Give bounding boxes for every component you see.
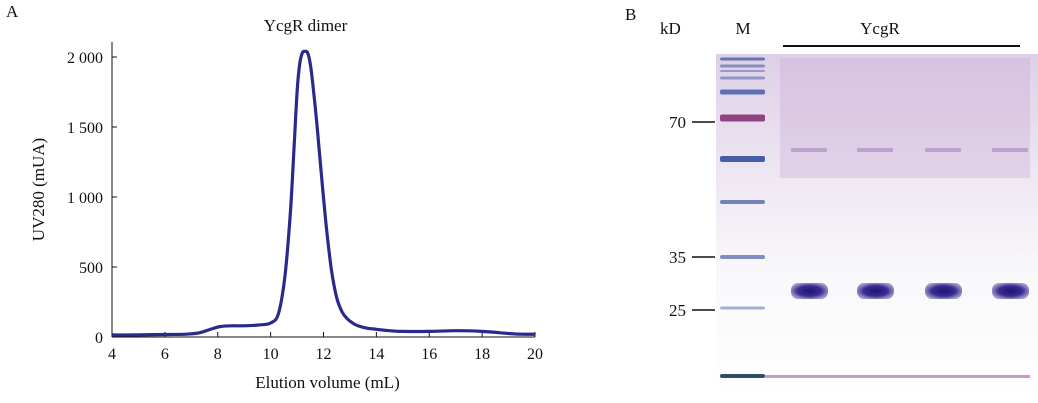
y-tick-label: 0 — [95, 330, 103, 347]
marker-band — [720, 64, 765, 68]
marker-band — [720, 200, 765, 204]
y-tick-label: 1 500 — [67, 120, 103, 137]
ycgr-band-lane-2 — [857, 283, 894, 299]
marker-band — [720, 89, 765, 95]
mw-label: 35 — [669, 248, 686, 267]
marker-lane-label: M — [735, 19, 750, 38]
faint-band-lane-2 — [857, 148, 893, 152]
ycgr-band-lane-1 — [791, 283, 828, 299]
kd-unit-label: kD — [660, 19, 681, 38]
x-tick-label: 16 — [421, 346, 437, 363]
marker-band — [720, 76, 765, 80]
x-tick-label: 4 — [108, 346, 116, 363]
marker-band — [720, 255, 765, 259]
marker-band — [720, 57, 765, 61]
sample-lanes-label: YcgR — [860, 19, 900, 38]
chromatogram-chart: 4 6 8 10 12 14 16 18 20 0 500 1 000 1 500 2 000 YcgR d… — [29, 16, 543, 392]
x-tick-label: 20 — [527, 346, 543, 363]
chart-title: YcgR dimer — [264, 16, 348, 35]
x-tick-label: 8 — [214, 346, 222, 363]
x-tick-label: 14 — [368, 346, 384, 363]
y-tick-label: 2 000 — [67, 50, 103, 67]
faint-band-lane-4 — [992, 148, 1028, 152]
marker-band — [720, 306, 765, 310]
x-axis-label: Elution volume (mL) — [255, 373, 399, 392]
x-tick-label: 12 — [316, 346, 332, 363]
ycgr-band-lane-3 — [925, 283, 962, 299]
ycgr-band-lane-4 — [992, 283, 1029, 299]
mw-label: 25 — [669, 301, 686, 320]
panel-label-a: A — [6, 2, 19, 21]
marker-band — [720, 70, 765, 72]
x-tick-label: 6 — [161, 346, 169, 363]
gel-background — [716, 54, 1038, 394]
marker-band — [720, 114, 765, 122]
dye-front-line — [765, 375, 1030, 378]
marker-band — [720, 374, 765, 378]
y-tick-label: 1 000 — [67, 190, 103, 207]
sds-page-gel: kD M YcgR 70 35 25 — [660, 19, 1038, 394]
series-line-0 — [111, 49, 536, 337]
sample-smear — [780, 58, 1030, 178]
marker-band — [720, 156, 765, 162]
faint-band-lane-3 — [925, 148, 961, 152]
x-tick-label: 10 — [263, 346, 279, 363]
mw-label: 70 — [669, 113, 686, 132]
panel-label-b: B — [625, 5, 637, 24]
faint-band-lane-1 — [791, 148, 827, 152]
y-axis-label: UV280 (mUA) — [29, 138, 48, 241]
x-tick-label: 18 — [474, 346, 490, 363]
y-tick-label: 500 — [79, 260, 103, 277]
